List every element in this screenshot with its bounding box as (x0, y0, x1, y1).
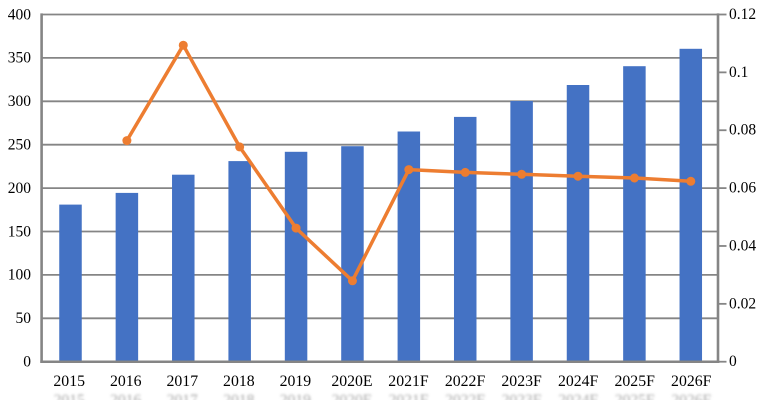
svg-text:2021F: 2021F (388, 373, 429, 390)
svg-text:250: 250 (8, 137, 32, 154)
svg-text:2026F: 2026F (671, 392, 711, 400)
svg-text:2017: 2017 (167, 373, 199, 390)
svg-text:2023F: 2023F (502, 392, 542, 400)
svg-text:2019: 2019 (280, 392, 311, 400)
svg-text:0.08: 0.08 (729, 122, 756, 139)
svg-text:2025F: 2025F (615, 373, 656, 390)
svg-text:2015: 2015 (54, 392, 85, 400)
svg-text:100: 100 (8, 267, 32, 284)
svg-text:2017: 2017 (167, 392, 198, 400)
svg-text:2019: 2019 (280, 373, 312, 390)
svg-text:0.06: 0.06 (729, 180, 756, 197)
svg-text:0.12: 0.12 (729, 6, 756, 23)
svg-text:2015: 2015 (53, 373, 85, 390)
svg-text:300: 300 (8, 93, 32, 110)
svg-text:2020E: 2020E (332, 392, 372, 400)
svg-text:0.04: 0.04 (729, 237, 756, 254)
svg-text:400: 400 (8, 6, 32, 23)
svg-text:2018: 2018 (223, 392, 254, 400)
svg-text:150: 150 (8, 223, 32, 240)
svg-text:2022F: 2022F (445, 392, 485, 400)
svg-text:2025F: 2025F (615, 392, 655, 400)
svg-text:2026F: 2026F (671, 373, 712, 390)
svg-text:0: 0 (23, 354, 31, 371)
svg-text:2022F: 2022F (445, 373, 486, 390)
svg-text:0: 0 (729, 353, 737, 370)
svg-text:200: 200 (8, 180, 32, 197)
svg-text:0.02: 0.02 (729, 295, 756, 312)
svg-text:350: 350 (8, 50, 32, 67)
svg-text:2024F: 2024F (558, 373, 599, 390)
svg-text:2018: 2018 (223, 373, 255, 390)
svg-text:0.1: 0.1 (729, 64, 748, 81)
svg-text:2020E: 2020E (331, 373, 372, 390)
svg-text:2024F: 2024F (558, 392, 598, 400)
svg-text:2016: 2016 (110, 373, 142, 390)
svg-text:2016: 2016 (110, 392, 141, 400)
svg-text:2023F: 2023F (501, 373, 542, 390)
svg-text:50: 50 (16, 310, 32, 327)
svg-text:2021F: 2021F (389, 392, 429, 400)
